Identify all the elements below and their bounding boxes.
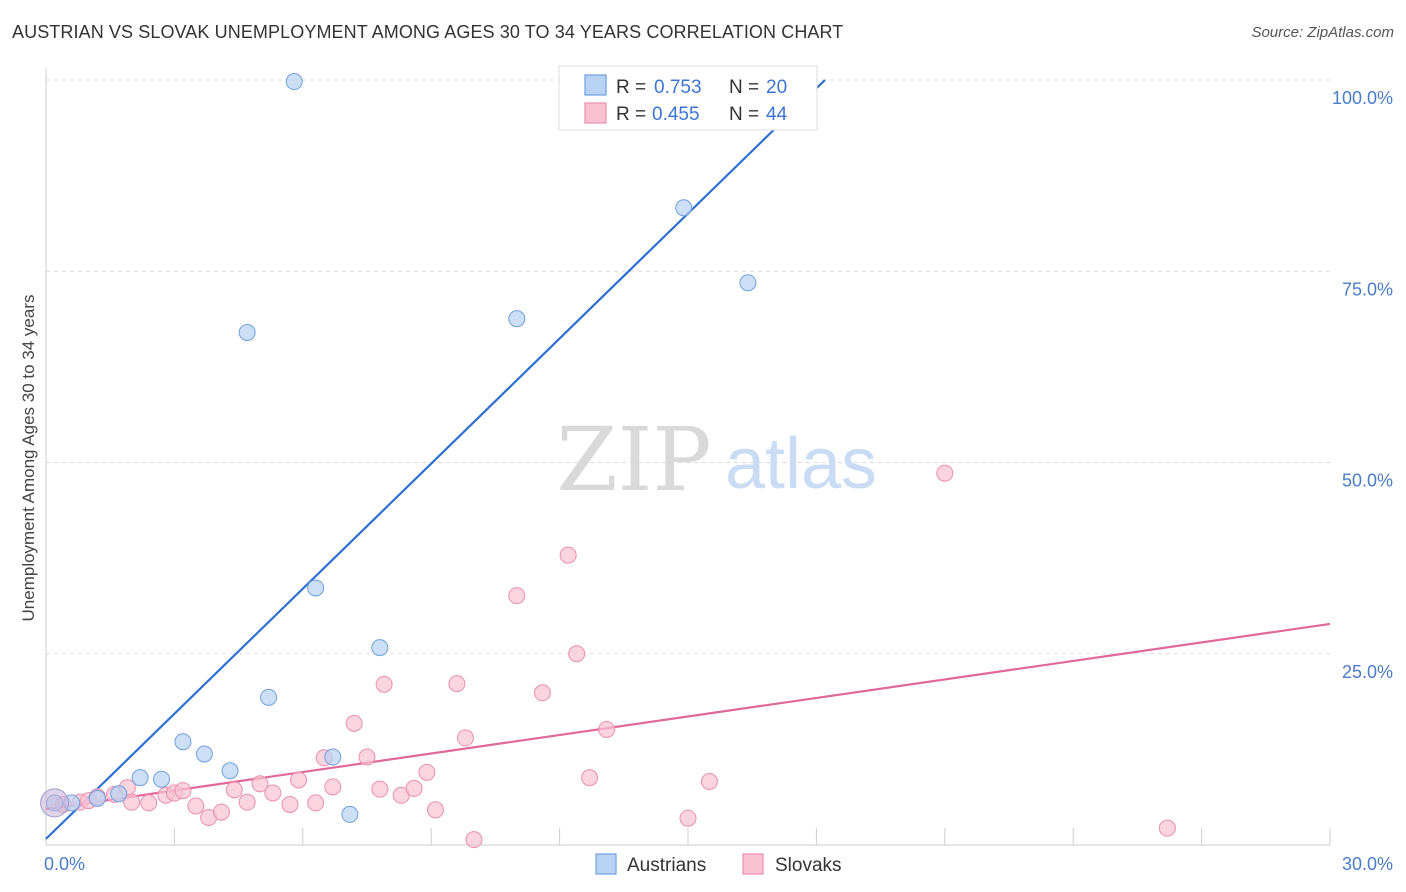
slovaks-point-13	[212, 803, 230, 821]
slovaks-point-17	[264, 784, 282, 802]
slovaks-point-18	[281, 795, 299, 813]
gridlines	[46, 79, 1330, 655]
slovaks-point-34	[508, 587, 526, 605]
slovaks-point-33	[465, 831, 483, 849]
axes	[45, 68, 1331, 846]
austrians-point-15	[371, 639, 389, 657]
legend-n-label-slovaks: N =	[729, 104, 759, 125]
bottom-legend-swatch-austrians	[595, 853, 617, 875]
y-tick-label-0: 100.0%	[1332, 88, 1393, 108]
slovaks-point-23	[345, 714, 363, 732]
austrians-point-2	[88, 789, 106, 807]
slovaks-point-40	[679, 809, 697, 827]
legend-n-label-austrians: N =	[729, 77, 759, 98]
legend-r-austrians: 0.753	[654, 77, 702, 98]
slovaks-point-11	[187, 797, 205, 815]
y-tick-labels: 100.0% 75.0% 50.0% 25.0%	[1332, 88, 1393, 682]
watermark-atlas: atlas	[725, 424, 877, 504]
x-tick-label-0: 0.0%	[44, 854, 85, 874]
legend-r-label-austrians: R =	[616, 77, 646, 98]
slovaks-point-30	[426, 801, 444, 819]
legend: R = 0.753 N = 20 R = 0.455 N = 44	[558, 65, 818, 131]
x-tick-label-1: 30.0%	[1342, 854, 1393, 874]
austrians-point-4	[131, 769, 149, 787]
slovaks-point-29	[418, 763, 436, 781]
slovaks-point-19	[290, 771, 308, 789]
slovaks-point-6	[123, 793, 141, 811]
source-label: Source: ZipAtlas.com	[1251, 24, 1394, 41]
slovaks-point-7	[140, 794, 158, 812]
legend-r-slovaks: 0.455	[652, 104, 700, 125]
austrians-point-11	[285, 73, 303, 91]
austrians-point-10	[260, 688, 278, 706]
slovaks-point-25	[371, 780, 389, 798]
slovaks-point-28	[405, 779, 423, 797]
austrians-point-7	[195, 745, 213, 763]
legend-n-austrians: 20	[766, 77, 787, 98]
slovaks-point-43	[1158, 819, 1176, 837]
data-points	[40, 73, 1176, 849]
austrians-point-12	[307, 579, 325, 597]
y-axis-label: Unemployment Among Ages 30 to 34 years	[19, 295, 38, 622]
legend-r-label-slovaks: R =	[616, 104, 646, 125]
chart-title: AUSTRIAN VS SLOVAK UNEMPLOYMENT AMONG AG…	[12, 22, 844, 42]
austrians-point-16	[508, 310, 526, 328]
austrians-point-6	[174, 733, 192, 751]
legend-swatch-slovaks	[584, 102, 607, 124]
bottom-legend-slovaks: Slovaks	[775, 855, 842, 876]
austrians-point-14	[341, 805, 359, 823]
slovaks-point-35	[533, 684, 551, 702]
bottom-legend: Austrians Slovaks	[595, 853, 842, 876]
origin-cluster-point	[40, 788, 70, 818]
slovaks-point-14	[225, 781, 243, 799]
x-tick-labels: 0.0% 30.0%	[44, 854, 1393, 874]
slovaks-point-39	[598, 720, 616, 738]
austrians-trend-line	[45, 79, 826, 840]
y-tick-label-3: 25.0%	[1342, 662, 1393, 682]
austrians-point-3	[110, 785, 128, 803]
slovaks-point-15	[238, 793, 256, 811]
slovaks-point-32	[456, 729, 474, 747]
austrians-point-9	[238, 323, 256, 341]
bottom-legend-austrians: Austrians	[627, 855, 706, 876]
slovaks-point-31	[448, 675, 466, 693]
watermark-zip: ZIP	[556, 408, 711, 511]
slovaks-point-24	[358, 748, 376, 766]
austrians-point-13	[324, 748, 342, 766]
slovaks-point-42	[936, 464, 954, 482]
slovaks-point-41	[700, 773, 718, 791]
legend-swatch-austrians	[584, 74, 607, 96]
austrians-point-18	[675, 199, 693, 217]
austrians-point-5	[153, 770, 171, 788]
slovaks-point-38	[581, 769, 599, 787]
austrians-point-8	[221, 762, 239, 780]
slovaks-point-26	[375, 675, 393, 693]
slovaks-point-20	[307, 794, 325, 812]
austrians-point-19	[739, 274, 757, 292]
legend-n-slovaks: 44	[766, 104, 788, 125]
y-tick-label-2: 50.0%	[1342, 471, 1393, 491]
slovaks-point-22	[324, 778, 342, 796]
slovaks-point-16	[251, 775, 269, 793]
bottom-legend-swatch-slovaks	[742, 853, 764, 875]
slovaks-point-36	[559, 546, 577, 564]
y-tick-label-1: 75.0%	[1342, 279, 1393, 299]
slovaks-point-10	[174, 782, 192, 800]
slovaks-point-37	[568, 645, 586, 663]
